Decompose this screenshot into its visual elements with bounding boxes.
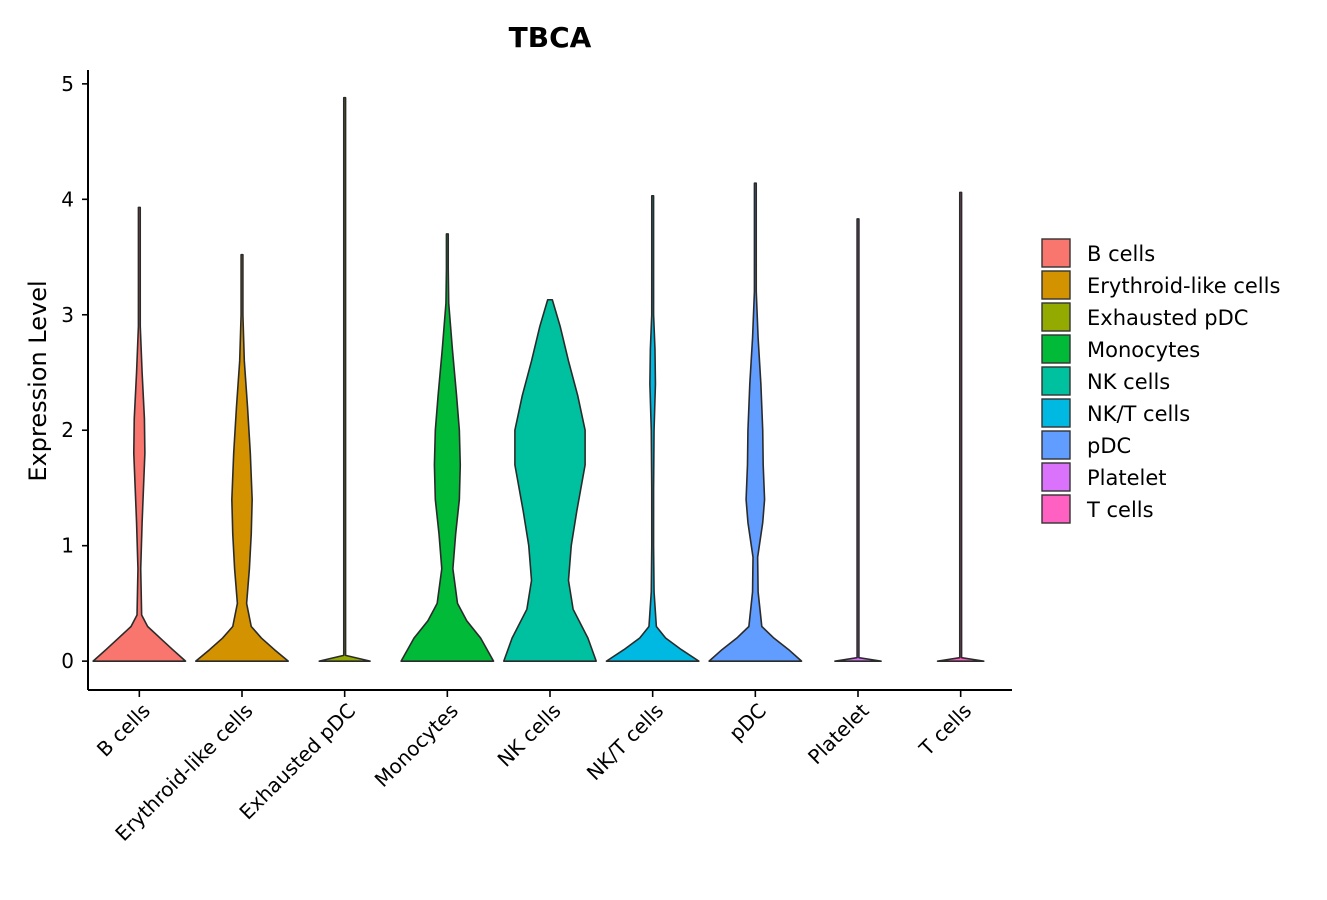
legend-swatch <box>1041 430 1071 460</box>
violin-platelet <box>834 218 882 662</box>
violin-b-cells <box>92 206 187 662</box>
violin-t-cells <box>936 191 985 662</box>
y-tick-label: 5 <box>61 72 74 96</box>
legend-swatch <box>1041 302 1071 332</box>
legend-swatch <box>1041 366 1071 396</box>
legend-label: Platelet <box>1087 466 1167 490</box>
x-tick-label: T cells <box>914 699 977 762</box>
legend-label: Monocytes <box>1087 338 1200 362</box>
x-tick-label: pDC <box>724 699 771 746</box>
legend-label: Erythroid-like cells <box>1087 274 1280 298</box>
legend-swatch <box>1041 334 1071 364</box>
x-tick-label: B cells <box>92 699 155 762</box>
legend-label: pDC <box>1087 434 1131 458</box>
violin-nk-cells <box>503 298 597 662</box>
violin-pdc <box>708 182 803 662</box>
violin-exhausted-pdc <box>318 96 371 662</box>
violin-nk-t-cells <box>605 195 700 662</box>
chart-title: TBCA <box>509 21 592 54</box>
y-tick-label: 0 <box>61 649 74 673</box>
legend-label: Exhausted pDC <box>1087 306 1248 330</box>
y-tick-label: 1 <box>61 534 74 558</box>
x-tick-label: Platelet <box>803 698 874 769</box>
legend-label: B cells <box>1087 242 1155 266</box>
y-tick-label: 3 <box>61 303 74 327</box>
y-tick-label: 4 <box>61 187 74 211</box>
legend-swatch <box>1041 494 1071 524</box>
x-tick-label: NK/T cells <box>582 699 668 785</box>
legend: B cells Erythroid-like cells Exhausted pDC… <box>1041 238 1280 524</box>
legend-label: NK cells <box>1087 370 1170 394</box>
legend-label: T cells <box>1086 498 1154 522</box>
y-tick-label: 2 <box>61 418 74 442</box>
legend-swatch <box>1041 238 1071 268</box>
legend-label: NK/T cells <box>1087 402 1190 426</box>
violin-erythroid-like-cells <box>195 253 289 662</box>
legend-swatch <box>1041 462 1071 492</box>
legend-swatch <box>1041 270 1071 300</box>
legend-swatch <box>1041 398 1071 428</box>
violin-monocytes <box>400 233 495 662</box>
x-tick-label: NK cells <box>493 699 566 772</box>
x-tick-label: Monocytes <box>370 699 463 792</box>
y-axis-label: Expression Level <box>24 280 52 481</box>
